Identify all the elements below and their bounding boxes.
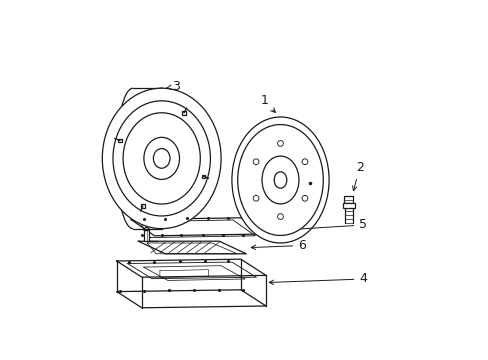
Ellipse shape — [143, 137, 179, 179]
Bar — [141, 204, 144, 208]
Ellipse shape — [253, 195, 259, 201]
Ellipse shape — [262, 156, 298, 204]
FancyBboxPatch shape — [343, 203, 354, 208]
Bar — [202, 175, 205, 178]
Bar — [182, 111, 185, 114]
Ellipse shape — [277, 140, 283, 146]
Ellipse shape — [123, 113, 200, 204]
Ellipse shape — [277, 213, 283, 219]
Ellipse shape — [231, 117, 328, 243]
Ellipse shape — [302, 159, 307, 165]
Text: 6: 6 — [251, 239, 305, 252]
Ellipse shape — [102, 88, 221, 229]
Text: 5: 5 — [268, 219, 366, 233]
Ellipse shape — [153, 149, 170, 168]
Bar — [118, 139, 122, 142]
Ellipse shape — [113, 101, 210, 216]
FancyBboxPatch shape — [344, 196, 353, 203]
Ellipse shape — [274, 172, 286, 188]
Ellipse shape — [237, 125, 323, 235]
Ellipse shape — [302, 195, 307, 201]
Ellipse shape — [253, 159, 259, 165]
Text: 3: 3 — [166, 80, 180, 93]
Text: 4: 4 — [269, 273, 366, 285]
Text: 2: 2 — [352, 161, 363, 191]
FancyBboxPatch shape — [143, 230, 149, 241]
Text: 1: 1 — [260, 94, 275, 112]
